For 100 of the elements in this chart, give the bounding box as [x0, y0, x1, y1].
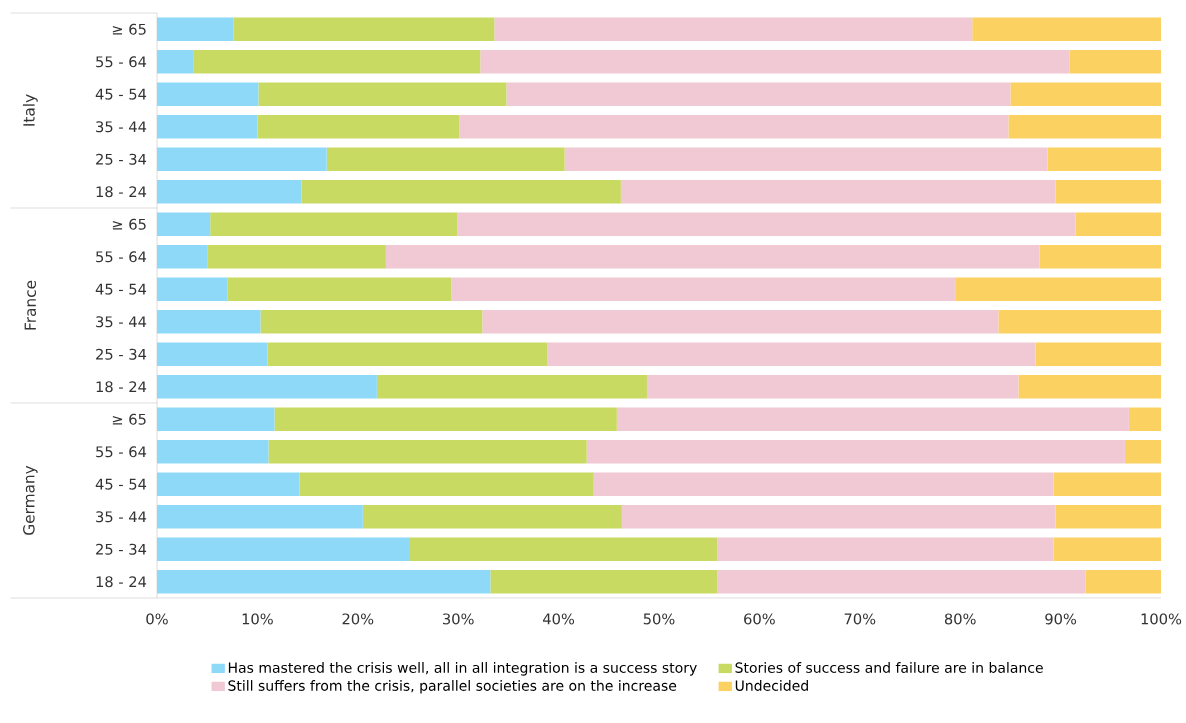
bar — [1047, 147, 1161, 171]
x-tick-label: 30% — [443, 613, 474, 625]
legend-label: Has mastered the crisis well, all in all integration is a success story — [228, 662, 697, 676]
y-tick-label: 55 - 64 — [96, 56, 147, 68]
bar — [547, 342, 1036, 366]
legend-label: Stories of success and failure are in balance — [735, 662, 1043, 673]
bar — [621, 505, 1056, 529]
x-tick-label: 50% — [643, 613, 675, 625]
bar — [157, 472, 300, 496]
bar — [157, 407, 275, 431]
x-tick-label: 80% — [944, 613, 976, 625]
bar — [157, 570, 491, 594]
bar — [459, 115, 1009, 139]
y-tick-label: 18 - 24 — [96, 576, 147, 588]
bar — [616, 407, 1129, 431]
bar — [157, 310, 261, 334]
bar — [586, 440, 1125, 464]
bar — [1055, 505, 1161, 529]
bar — [385, 245, 1040, 269]
bar — [1018, 375, 1161, 399]
text: France — [24, 280, 37, 330]
x-tick-label: 20% — [342, 613, 374, 625]
bar — [362, 505, 622, 529]
legend-label: Still suffers from the crisis, parallel societies are on the increase — [228, 680, 677, 694]
y-tick-label: 18 - 24 — [96, 381, 147, 393]
y-tick-label: 18 - 24 — [96, 186, 147, 198]
bar — [1055, 180, 1161, 204]
bar — [1039, 245, 1161, 269]
y-tick-label: 25 - 34 — [96, 153, 147, 165]
bar — [157, 115, 258, 139]
bar — [299, 472, 594, 496]
bar — [268, 440, 587, 464]
y-tick-label: 45 - 54 — [95, 88, 147, 100]
bar — [301, 180, 621, 204]
x-tick-label: 100% — [1141, 613, 1182, 625]
y-tick-label: 55 - 64 — [96, 446, 147, 458]
bar — [955, 277, 1161, 301]
bar — [207, 245, 386, 269]
bar — [233, 17, 495, 41]
bar — [409, 537, 718, 561]
bar — [646, 375, 1019, 399]
bar — [258, 82, 507, 106]
bar — [157, 180, 302, 204]
bar — [480, 50, 1070, 74]
bar — [157, 342, 268, 366]
x-tick-label: 0% — [146, 613, 168, 625]
bar — [267, 342, 548, 366]
x-tick-label: 40% — [543, 613, 575, 625]
bar — [451, 277, 956, 301]
y-tick-label: 25 - 34 — [96, 348, 147, 360]
bar — [376, 375, 647, 399]
bar — [157, 82, 259, 106]
bar — [157, 537, 410, 561]
y-tick-label: 45 - 54 — [95, 283, 147, 295]
bar — [1075, 212, 1161, 236]
bar — [717, 570, 1086, 594]
x-tick-label: 70% — [844, 613, 876, 625]
bar — [494, 17, 973, 41]
y-tick-label: ≥ 65 — [112, 413, 146, 425]
x-tick-label: 90% — [1045, 613, 1077, 625]
bar — [257, 115, 460, 139]
y-tick-label: 35 - 44 — [96, 316, 147, 328]
bar — [998, 310, 1161, 334]
y-tick-label: 35 - 44 — [96, 121, 147, 133]
bar — [717, 537, 1054, 561]
bar — [274, 407, 617, 431]
bar — [972, 17, 1161, 41]
bar — [227, 277, 452, 301]
legend-label: Undecided — [735, 680, 808, 691]
bar — [1069, 50, 1161, 74]
bar — [326, 147, 565, 171]
bar — [157, 440, 269, 464]
bar — [157, 245, 208, 269]
bar — [210, 212, 458, 236]
x-tick-label: 60% — [744, 613, 775, 625]
bar — [593, 472, 1054, 496]
bar — [157, 50, 194, 74]
y-tick-label: 35 - 44 — [96, 511, 147, 523]
y-tick-label: ≥ 65 — [112, 23, 146, 35]
bar — [457, 212, 1076, 236]
bar — [193, 50, 481, 74]
bar — [157, 17, 234, 41]
y-tick-label: 55 - 64 — [96, 251, 147, 263]
y-tick-label: ≥ 65 — [112, 218, 146, 230]
bar — [157, 277, 228, 301]
bar — [1053, 472, 1161, 496]
bar — [157, 505, 363, 529]
bar — [1124, 440, 1161, 464]
bar — [157, 212, 211, 236]
bar — [1010, 82, 1161, 106]
bar — [1053, 537, 1161, 561]
bar — [482, 310, 999, 334]
bar — [1035, 342, 1161, 366]
bar — [506, 82, 1011, 106]
text: Germany — [23, 465, 38, 535]
bar — [564, 147, 1048, 171]
bar — [1085, 570, 1161, 594]
bar — [1128, 407, 1161, 431]
x-tick-label: 10% — [242, 613, 273, 625]
y-tick-label: 45 - 54 — [95, 478, 147, 490]
